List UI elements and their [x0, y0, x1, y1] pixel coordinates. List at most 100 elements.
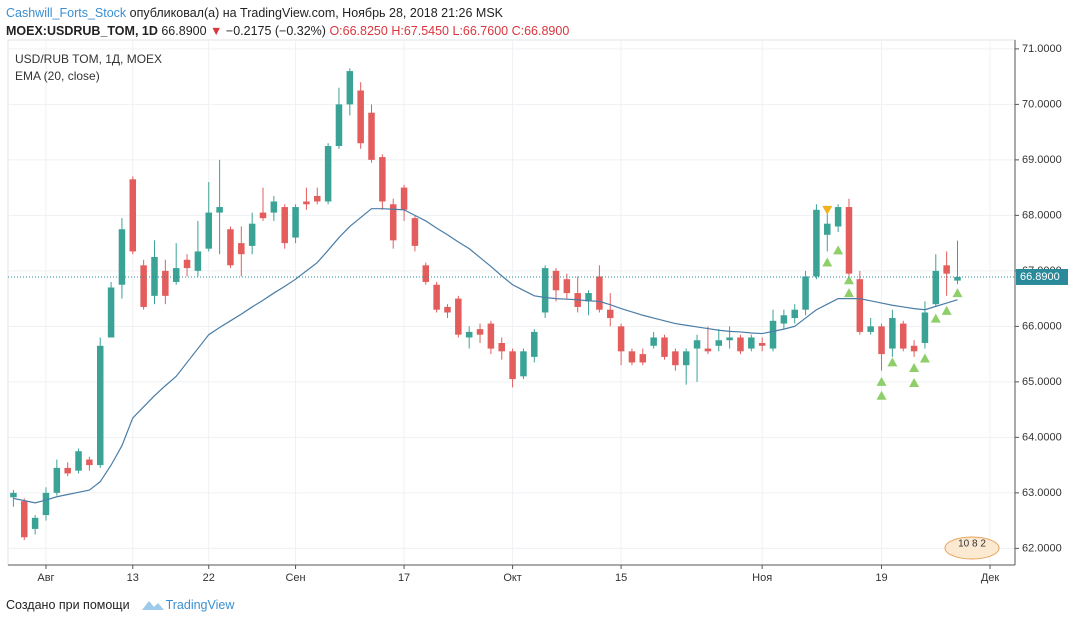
x-tick-label: 22: [203, 572, 215, 584]
tv-logo: [142, 601, 164, 610]
signal-marker: [822, 205, 833, 215]
signal-marker: [930, 313, 941, 323]
candle-body: [465, 331, 473, 338]
candle-body: [954, 276, 961, 281]
candle-body: [400, 187, 408, 210]
candle-body: [943, 265, 950, 274]
candle-body: [563, 279, 571, 294]
x-tick-label: Дек: [981, 572, 1000, 584]
made-with: Создано при помощи: [6, 598, 130, 612]
x-tick-label: 17: [398, 572, 410, 584]
header-line-2: MOEX:USDRUB_TOM, 1D 66.8900 ▼ −0.2175 (−…: [6, 22, 569, 40]
candle-body: [682, 351, 690, 366]
signal-marker: [952, 288, 963, 298]
header-line-1: Cashwill_Forts_Stock опубликовал(а) на T…: [6, 4, 569, 22]
high: H:67.5450: [391, 24, 450, 38]
signal-marker: [941, 305, 952, 315]
y-tick-label: 65.0000: [1022, 376, 1062, 388]
candle-body: [596, 276, 603, 310]
x-tick-label: 19: [875, 572, 887, 584]
candle-body: [86, 459, 93, 466]
badge-text: 10 8 2: [958, 539, 986, 550]
candle-body: [324, 145, 332, 202]
candle-body: [531, 331, 538, 357]
candle-body: [162, 270, 169, 296]
change: −0.2175 (−0.32%): [225, 24, 326, 38]
candle-body: [758, 343, 766, 346]
x-tick-label: Авг: [37, 572, 54, 584]
y-tick-label: 63.0000: [1022, 487, 1062, 499]
candle-body: [726, 337, 733, 341]
candle-body: [129, 179, 137, 252]
candle-body: [292, 207, 299, 238]
signal-marker: [909, 377, 920, 387]
legend-symbol: USD/RUB TOM, 1Д, MOEX: [15, 52, 162, 66]
candle-body: [889, 318, 896, 349]
candle-body: [140, 265, 147, 307]
candle-body: [715, 340, 723, 346]
y-tick-label: 69.0000: [1022, 154, 1062, 166]
x-tick-label: 15: [615, 572, 627, 584]
candle-body: [248, 223, 256, 246]
candle-body: [422, 265, 430, 282]
candle-body: [346, 71, 354, 105]
x-tick-label: Ноя: [752, 572, 772, 584]
candle-body: [183, 259, 191, 269]
candle-body: [780, 315, 788, 324]
candle-body: [96, 345, 104, 466]
y-tick-label: 62.0000: [1022, 542, 1062, 554]
legend-ema: EMA (20, close): [15, 69, 100, 83]
header: Cashwill_Forts_Stock опубликовал(а) на T…: [6, 4, 569, 40]
brand[interactable]: TradingView: [165, 598, 235, 612]
signal-marker: [887, 357, 898, 367]
candle-body: [856, 279, 864, 332]
candle-body: [878, 326, 885, 355]
open: O:66.8250: [329, 24, 388, 38]
candle-body: [650, 337, 657, 346]
candle-body: [932, 270, 940, 305]
candle-body: [194, 251, 202, 271]
x-tick-label: 13: [127, 572, 139, 584]
candle-body: [737, 337, 744, 352]
candle-body: [53, 467, 61, 493]
author[interactable]: Cashwill_Forts_Stock: [6, 6, 127, 20]
candle-body: [151, 256, 158, 296]
candle-body: [357, 90, 364, 144]
candle-body: [411, 218, 419, 246]
candle-body: [672, 351, 679, 366]
candle-body: [107, 287, 115, 338]
candle-body: [216, 207, 223, 213]
candle-body: [661, 337, 668, 357]
candle-body: [748, 337, 755, 349]
candle-body: [118, 229, 126, 285]
candle-body: [552, 270, 560, 291]
candle-body: [910, 345, 918, 352]
candle-body: [628, 351, 636, 363]
plot-frame: [7, 39, 1016, 566]
candle-body: [834, 207, 842, 227]
y-tick-label: 71.0000: [1022, 43, 1062, 55]
candle-body: [802, 276, 809, 310]
signal-marker: [919, 353, 930, 363]
candle-body: [379, 157, 386, 202]
y-tick-label: 64.0000: [1022, 431, 1062, 443]
last-price-box: [1016, 268, 1068, 285]
x-tick-label: Сен: [285, 572, 305, 584]
x-tick-label: Окт: [503, 572, 522, 584]
candle-body: [455, 298, 462, 335]
candle-body: [791, 309, 798, 319]
candle-body: [476, 329, 484, 335]
candle-body: [704, 348, 712, 352]
candle-body: [899, 323, 907, 349]
last-price-label: 66.8900: [1020, 271, 1060, 283]
candle-body: [75, 451, 82, 471]
candle-body: [433, 284, 440, 310]
candle-body: [205, 212, 213, 249]
signal-marker: [909, 362, 920, 372]
signal-marker: [822, 257, 833, 267]
candle-body: [314, 195, 321, 202]
candle-body: [335, 104, 343, 146]
close: C:66.8900: [511, 24, 570, 38]
